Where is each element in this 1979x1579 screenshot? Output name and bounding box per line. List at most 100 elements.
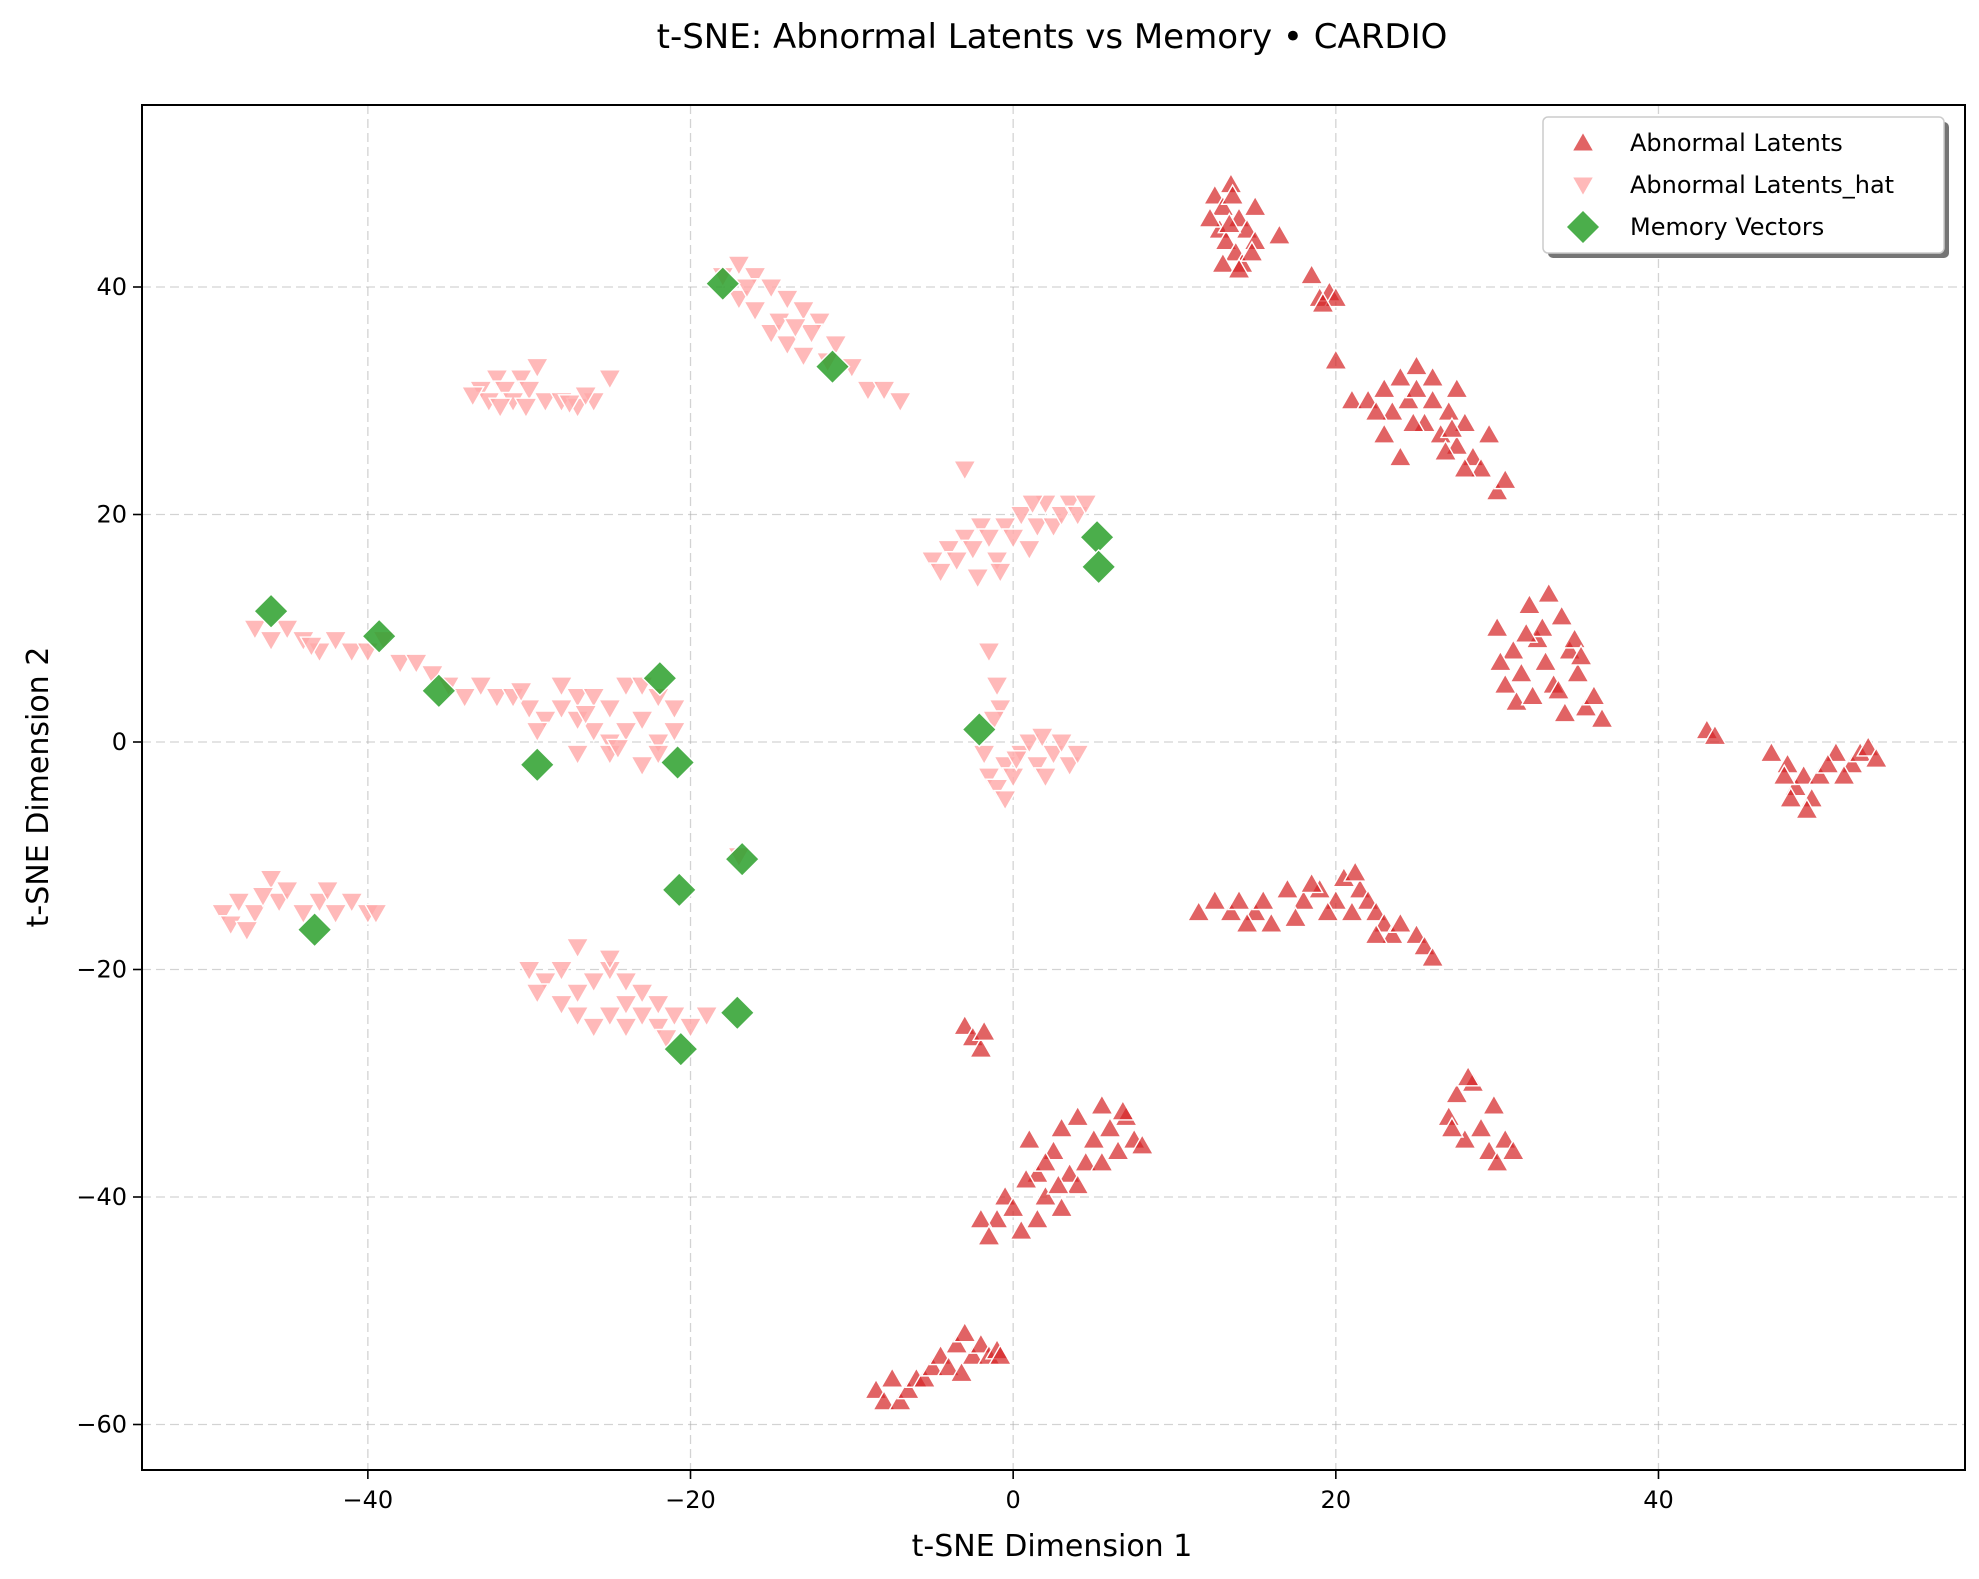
abnormal-latents-hat-point [468,676,493,698]
abnormal-latents-point [936,1355,961,1377]
abnormal-latents-hat-point [363,903,389,926]
abnormal-latents-hat-point [1009,505,1034,527]
abnormal-latents-point [1493,672,1518,695]
abnormal-latents-point [1530,615,1555,638]
abnormal-latents-point [1501,638,1526,660]
abnormal-latents-hat-point [1030,727,1055,749]
abnormal-latents-hat-point [508,369,534,391]
abnormal-latents-point [1807,763,1833,786]
abnormal-latents-hat-point [484,687,510,709]
abnormal-latents-point [1202,183,1228,205]
abnormal-latents-point [1509,661,1534,683]
abnormal-latents-hat-point [1000,767,1026,789]
abnormal-latents-hat-point [726,255,752,277]
memory-vectors-point [361,618,398,655]
abnormal-latents-hat-point [339,642,364,664]
abnormal-latents-point [1388,365,1413,387]
abnormal-latents-point [1242,900,1268,922]
abnormal-latents-hat-point [484,369,510,391]
abnormal-latents-hat-point [315,880,340,903]
memory-vectors-point [253,593,290,630]
abnormal-latents-point [1251,888,1276,911]
abnormal-latents-point [1347,877,1373,899]
abnormal-latents-hat-point [629,710,655,732]
abnormal-latents-hat-point [605,738,631,761]
abnormal-latents-point [1218,900,1244,922]
abnormal-latents-point [984,1207,1010,1229]
abnormal-latents-point [888,1389,913,1411]
abnormal-latents-point [1476,1139,1502,1161]
abnormal-latents-hat-point [299,636,324,658]
abnormal-latents-point [1388,911,1413,933]
abnormal-latents-point [1493,467,1518,490]
abnormal-latents-point [1439,1116,1465,1138]
abnormal-latents-point [1420,388,1445,410]
abnormal-latents-hat-point [516,380,542,402]
abnormal-latents-hat-point [984,778,1010,800]
abnormal-latents-hat-point [775,289,800,311]
abnormal-latents-hat-point [871,380,897,402]
abnormal-latents-point [944,1332,969,1354]
abnormal-latents-hat-point [460,386,485,408]
abnormal-latents-point [879,1366,905,1388]
abnormal-latents-hat-point [742,300,768,323]
grid-lines [142,105,1965,1470]
abnormal-latents-point [1481,1093,1507,1115]
legend-entries: Abnormal Latents Abnormal Latents_hat Memo… [1565,129,1894,245]
y-tick-label: −60 [76,1411,127,1439]
abnormal-latents-hat-point [266,892,292,914]
abnormal-latents-hat-point [613,721,639,744]
abnormal-latents-point [1759,740,1784,763]
abnormal-latents-point [920,1355,945,1377]
abnormal-latents-hat-point [387,653,413,675]
abnormal-latents-point [1488,649,1513,672]
abnormal-latents-point [1778,786,1803,808]
abnormal-latents-hat-point [613,971,639,994]
abnormal-latents-point [1041,1139,1066,1161]
abnormal-latents-point [1568,644,1594,666]
abnormal-latents-point [1267,223,1292,245]
abnormal-latents-point [1197,206,1223,228]
abnormal-latents-hat-point [758,278,784,300]
abnormal-latents-hat-point [226,892,252,914]
abnormal-latents-hat-point [965,568,990,590]
abnormal-latents-point [1220,183,1245,205]
abnormal-latents-point [968,1332,994,1354]
abnormal-latents-hat-point [565,744,590,766]
abnormal-latents-hat-point [1020,494,1045,516]
abnormal-latents-point [1520,684,1545,706]
abnormal-latents-point [988,1343,1013,1366]
abnormal-latents-point [1460,445,1486,467]
abnormal-latents-point [1444,376,1470,399]
abnormal-latents-point [968,1036,994,1059]
memory-vectors-point [719,994,756,1031]
abnormal-latents-hat-point [888,391,913,414]
abnormal-latents-point [1565,661,1591,683]
legend-marker [1570,176,1596,198]
y-tick-label: 20 [96,501,127,529]
abnormal-latents-hat-point [984,551,1010,573]
abnormal-latents-hat-point [613,676,639,698]
abnormal-latents-point [1110,1099,1136,1121]
abnormal-latents-hat-point [549,698,574,721]
abnormal-latents-hat-point [339,892,364,914]
abnormal-latents-point [1791,763,1816,786]
abnormal-latents-point [1468,1116,1494,1138]
x-tick-label: 0 [1006,1486,1021,1514]
abnormal-latents-hat-point [404,653,429,675]
abnormal-latents-point [1533,649,1558,672]
abnormal-latents-point [1452,456,1478,478]
abnormal-latents-hat-point [452,687,477,709]
legend-entry-abnormal-latents: Abnormal Latents [1570,129,1843,157]
abnormal-latents-hat-point [525,983,550,1005]
abnormal-latents-point [1452,411,1478,433]
abnormal-latents-point [1484,615,1510,638]
abnormal-latents-hat-point [1041,516,1066,539]
abnormal-latents-point [896,1377,921,1400]
abnormal-latents-point [1283,905,1308,928]
memory-vectors-point [961,711,998,748]
abnormal-latents-point [1504,689,1529,712]
abnormal-latents-hat-point [984,676,1010,698]
abnormal-latents-point [1299,263,1324,285]
abnormal-latents-hat-point [742,266,768,289]
